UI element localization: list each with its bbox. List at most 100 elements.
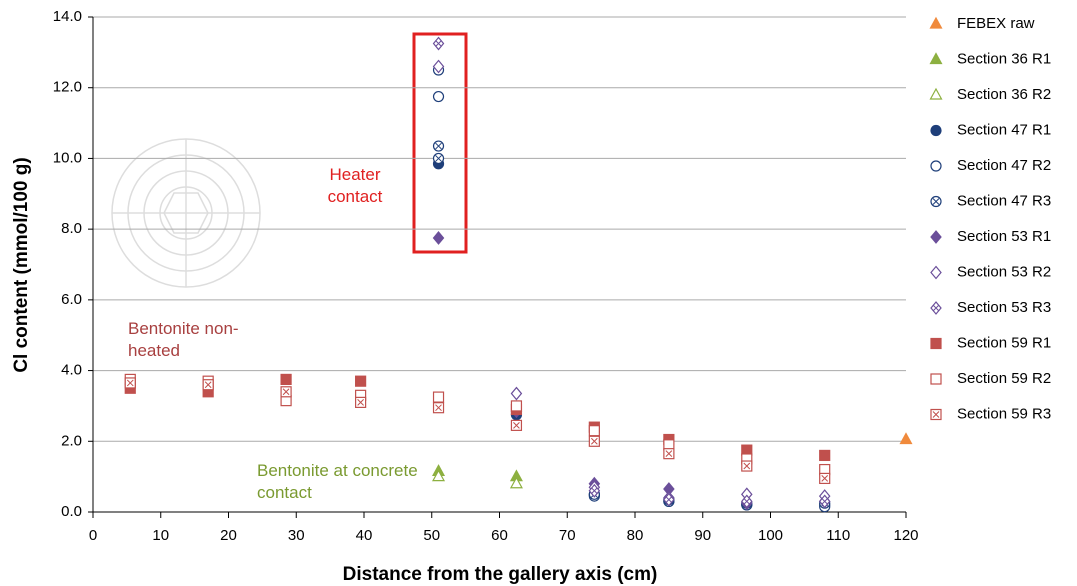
marker-shape xyxy=(930,265,942,280)
marker-hatch xyxy=(932,411,940,418)
annotation: Heater contact xyxy=(327,165,383,206)
x-tick-label: 50 xyxy=(423,527,440,544)
marker-shape xyxy=(355,375,367,387)
legend-label: Section 59 R1 xyxy=(957,334,1051,351)
data-point xyxy=(432,90,445,103)
legend-marker xyxy=(929,16,943,29)
marker-shape xyxy=(510,400,523,412)
annotation: Bentonite non-heated xyxy=(128,319,239,360)
data-point xyxy=(432,152,445,165)
x-tick-label: 70 xyxy=(559,527,576,544)
marker-hatch xyxy=(435,40,442,47)
x-tick-label: 100 xyxy=(758,527,783,544)
legend-marker xyxy=(930,195,942,208)
x-tick-label: 60 xyxy=(491,527,508,544)
legend-label: Section 47 R1 xyxy=(957,121,1051,138)
marker-shape xyxy=(930,373,942,385)
y-tick-label: 6.0 xyxy=(61,291,82,308)
y-tick-label: 2.0 xyxy=(61,432,82,449)
data-point xyxy=(899,432,913,445)
marker-hatch xyxy=(590,437,598,445)
data-point xyxy=(355,396,367,408)
x-axis-title: Distance from the gallery axis (cm) xyxy=(343,564,658,585)
data-point xyxy=(819,472,831,485)
marker-shape xyxy=(280,373,292,386)
data-point xyxy=(432,36,445,51)
marker-shape xyxy=(432,231,445,245)
data-point xyxy=(432,231,445,245)
legend-label: FEBEX raw xyxy=(957,15,1035,32)
marker-hatch xyxy=(665,496,673,503)
marker-hatch xyxy=(435,404,442,412)
marker-hatch xyxy=(357,399,364,406)
marker-hatch xyxy=(435,142,442,150)
marker-shape xyxy=(899,432,913,445)
legend-marker xyxy=(930,301,942,315)
legend-label: Section 36 R1 xyxy=(957,50,1051,67)
marker-hatch xyxy=(821,498,829,505)
marker-hatch xyxy=(204,381,212,389)
legend-marker xyxy=(930,408,942,421)
marker-hatch xyxy=(932,304,940,312)
data-point xyxy=(663,492,675,507)
legend-marker xyxy=(929,87,943,100)
marker-shape xyxy=(929,52,943,65)
x-tick-label: 30 xyxy=(288,527,305,544)
y-axis-title: Cl content (mmol/100 g) xyxy=(11,157,32,372)
legend-marker xyxy=(929,52,943,65)
marker-shape xyxy=(432,469,446,482)
y-tick-label: 8.0 xyxy=(61,220,82,237)
marker-hatch xyxy=(590,487,598,495)
x-tick-label: 110 xyxy=(826,527,850,544)
marker-hatch xyxy=(665,450,673,458)
marker-shape xyxy=(432,90,445,103)
data-point xyxy=(741,460,753,472)
x-tick-label: 0 xyxy=(89,527,97,544)
legend-label: Section 59 R2 xyxy=(957,370,1051,387)
data-point xyxy=(510,400,523,412)
marker-shape xyxy=(930,124,942,137)
data-point xyxy=(355,375,367,387)
annotation: Bentonite at concrete contact xyxy=(257,461,418,502)
data-point xyxy=(432,402,445,414)
marker-shape xyxy=(929,16,943,29)
marker-shape xyxy=(819,449,831,462)
marker-shape xyxy=(510,386,523,401)
legend-marker xyxy=(930,230,942,244)
marker-hatch xyxy=(282,388,290,396)
marker-hatch xyxy=(743,462,751,470)
legend-label: Section 53 R1 xyxy=(957,228,1051,245)
data-point xyxy=(509,476,523,489)
data-point xyxy=(202,379,214,391)
data-point xyxy=(124,377,136,389)
data-point xyxy=(588,435,600,447)
legend-marker xyxy=(930,337,942,350)
legend-marker xyxy=(930,160,942,172)
legend-label: Section 53 R3 xyxy=(957,299,1051,316)
legend-label: Section 53 R2 xyxy=(957,263,1051,280)
data-point xyxy=(818,494,831,509)
data-point xyxy=(741,494,753,509)
data-point xyxy=(432,391,445,403)
y-tick-label: 0.0 xyxy=(61,503,82,520)
legend-marker xyxy=(930,124,942,137)
marker-shape xyxy=(930,160,942,172)
legend-label: Section 47 R3 xyxy=(957,192,1051,209)
x-tick-label: 80 xyxy=(627,527,644,544)
data-point xyxy=(510,386,523,401)
marker-hatch xyxy=(932,198,940,205)
y-tick-label: 4.0 xyxy=(61,362,82,379)
marker-shape xyxy=(929,87,943,100)
section-icon xyxy=(111,138,261,288)
x-tick-label: 40 xyxy=(356,527,373,544)
marker-hatch xyxy=(435,155,442,162)
x-tick-label: 20 xyxy=(220,527,237,544)
marker-hatch xyxy=(513,422,520,429)
data-point xyxy=(663,448,675,460)
y-tick-label: 10.0 xyxy=(53,149,82,166)
legend-label: Section 59 R3 xyxy=(957,405,1051,422)
data-point xyxy=(819,449,831,462)
marker-shape xyxy=(432,391,445,403)
data-point xyxy=(588,483,601,498)
